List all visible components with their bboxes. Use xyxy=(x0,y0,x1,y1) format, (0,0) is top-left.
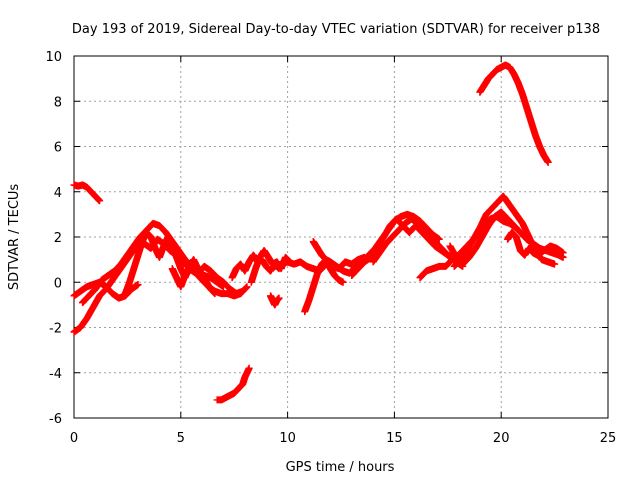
y-tick-label: -2 xyxy=(49,322,62,337)
y-tick-label: 10 xyxy=(45,50,62,65)
y-tick-label: -6 xyxy=(49,412,62,427)
x-tick-label: 25 xyxy=(600,431,617,446)
series-arc-g-markers xyxy=(213,364,253,404)
x-tick-label: 20 xyxy=(493,431,510,446)
y-tick-label: 2 xyxy=(54,231,62,246)
chart-title: Day 193 of 2019, Sidereal Day-to-day VTE… xyxy=(72,22,600,37)
y-axis-label: SDTVAR / TECUs xyxy=(7,184,22,291)
x-tick-label: 5 xyxy=(177,431,185,446)
series-arc-f-markers xyxy=(168,262,247,298)
x-tick-labels: 0 5 10 15 20 25 xyxy=(70,431,616,446)
series-arc-i-markers xyxy=(247,247,294,286)
y-tick-label: 4 xyxy=(54,186,62,201)
y-tick-labels: -6 -4 -2 0 2 4 6 8 10 xyxy=(45,50,62,427)
y-tick-label: 0 xyxy=(54,276,62,291)
axis-ticks xyxy=(73,55,609,419)
x-tick-label: 0 xyxy=(70,431,78,446)
x-tick-label: 15 xyxy=(386,431,403,446)
x-axis-label: GPS time / hours xyxy=(286,460,395,475)
series-arc-s-markers xyxy=(504,228,567,259)
y-tick-label: 6 xyxy=(54,141,62,156)
series-arc-a-markers xyxy=(70,181,104,205)
series-arc-t-markers xyxy=(476,61,552,166)
x-tick-label: 10 xyxy=(279,431,296,446)
series-arc-r-markers xyxy=(450,192,559,270)
y-tick-label: -4 xyxy=(49,367,62,382)
data-points xyxy=(70,61,567,404)
series-arc-j-markers xyxy=(267,292,283,309)
y-tick-label: 8 xyxy=(54,95,62,110)
